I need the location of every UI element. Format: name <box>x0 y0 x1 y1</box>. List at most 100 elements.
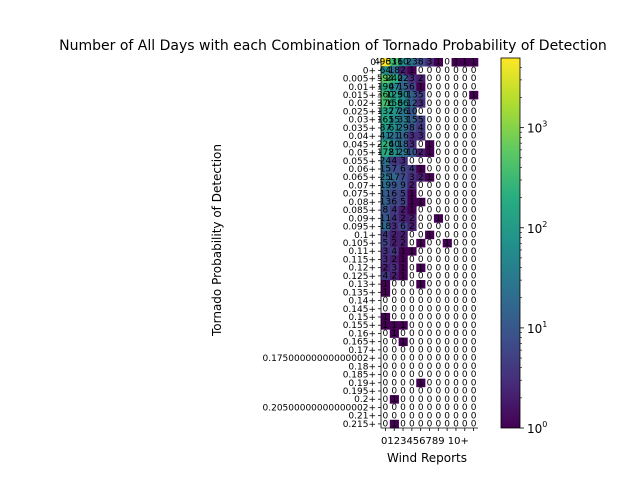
cell-value-label: 6 <box>409 82 415 92</box>
cell-value-label: 0 <box>391 403 397 413</box>
cell-value-label: 0 <box>471 346 477 356</box>
cell-value-label: 0 <box>427 239 433 249</box>
cell-value-label: 190 <box>377 82 394 92</box>
heatmap-cell <box>398 140 408 149</box>
cell-value-label: 0 <box>453 321 459 331</box>
chart-title: Number of All Days with each Combination… <box>59 38 607 54</box>
cell-value-label: 1 <box>409 66 415 76</box>
cell-value-label: 1 <box>462 58 468 68</box>
cell-value-label: 161 <box>377 115 394 125</box>
cell-value-label: 0 <box>418 337 424 347</box>
cell-value-label: 0 <box>453 354 459 364</box>
y-tick-label: 0.125+ <box>343 272 376 282</box>
cell-value-label: 0 <box>471 329 477 339</box>
cell-value-label: 5 <box>418 91 424 101</box>
cell-value-label: 1 <box>427 140 433 150</box>
cell-value-label: 0 <box>462 337 468 347</box>
heatmap-cell <box>389 115 399 125</box>
cell-value-label: 0 <box>409 296 415 306</box>
cell-value-label: 0 <box>453 263 459 273</box>
cell-value-label: 0 <box>435 272 441 282</box>
cell-value-label: 0 <box>444 329 450 339</box>
heatmap-cell <box>389 181 399 190</box>
y-tick-label: 0.05+ <box>348 149 376 159</box>
cell-value-label: 0 <box>383 354 389 364</box>
cell-value-label: 0 <box>418 395 424 405</box>
cell-value-label: 0 <box>462 124 468 134</box>
cell-value-label: 1 <box>435 214 441 224</box>
cell-value-label: 0 <box>418 329 424 339</box>
cell-value-label: 0 <box>427 411 433 421</box>
cell-value-label: 2 <box>400 239 406 249</box>
cell-value-label: 0 <box>462 346 468 356</box>
cell-value-label: 0 <box>383 296 389 306</box>
cell-value-label: 0 <box>444 313 450 323</box>
heatmap-cell <box>416 148 426 157</box>
y-tick-label: 0.21+ <box>348 412 376 422</box>
cell-value-label: 0 <box>400 296 406 306</box>
heatmap-cell <box>425 230 435 240</box>
cell-value-label: 18 <box>397 140 409 150</box>
heatmap-cell <box>389 99 399 108</box>
heatmap-cell <box>398 255 408 264</box>
heatmap-cell <box>389 107 399 116</box>
cell-value-label: 0 <box>418 403 424 413</box>
cell-value-label: 0 <box>453 115 459 125</box>
cell-value-label: 0 <box>435 395 441 405</box>
heatmap-cell <box>398 66 408 75</box>
heatmap-cell <box>407 90 417 100</box>
cell-value-label: 0 <box>400 354 406 364</box>
heatmap-cell <box>389 140 399 149</box>
cell-value-label: 0 <box>418 304 424 314</box>
cell-value-label: 33 <box>397 115 408 125</box>
heatmap-cell <box>407 189 417 199</box>
cell-value-label: 0 <box>427 395 433 405</box>
cell-value-label: 0 <box>471 156 477 166</box>
cell-value-label: 0 <box>435 189 441 199</box>
cell-value-label: 0 <box>400 378 406 388</box>
heatmap-cell <box>381 197 391 207</box>
heatmap-cell <box>398 99 408 108</box>
cell-value-label: 1 <box>400 337 406 347</box>
cell-value-label: 3 <box>391 263 397 273</box>
cell-value-label: 0 <box>418 156 424 166</box>
cell-value-label: 0 <box>471 222 477 232</box>
cell-value-label: 0 <box>427 321 433 331</box>
cell-value-label: 0 <box>453 181 459 191</box>
cell-value-label: 0 <box>435 329 441 339</box>
cell-value-label: 0 <box>471 395 477 405</box>
y-tick-label: 0.04+ <box>348 132 376 142</box>
cell-value-label: 8 <box>418 58 424 68</box>
y-tick-label: 0.02+ <box>348 99 376 109</box>
cell-value-label: 0 <box>453 411 459 421</box>
cell-value-label: 0 <box>435 206 441 216</box>
cell-value-label: 0 <box>400 403 406 413</box>
heatmap-cell <box>416 58 426 67</box>
cell-value-label: 0 <box>462 165 468 175</box>
heatmap-cell <box>389 222 399 231</box>
cell-value-label: 240 <box>386 74 403 84</box>
cell-value-label: 0 <box>427 181 433 191</box>
cell-value-label: 0 <box>418 370 424 380</box>
y-tick-label: 0.145+ <box>343 305 376 315</box>
y-tick-label: 0.185+ <box>343 371 376 381</box>
cell-value-label: 0 <box>391 378 397 388</box>
cell-value-label: 0 <box>471 115 477 125</box>
cell-value-label: 0 <box>400 370 406 380</box>
cell-value-label: 0 <box>444 362 450 372</box>
cell-value-label: 0 <box>462 140 468 150</box>
cell-value-label: 0 <box>444 387 450 397</box>
cell-value-label: 0 <box>409 304 415 314</box>
heatmap-cell <box>416 263 426 273</box>
cell-value-label: 0 <box>462 189 468 199</box>
cell-value-label: 1 <box>418 263 424 273</box>
cell-value-label: 0 <box>444 132 450 142</box>
cell-value-label: 0 <box>462 255 468 265</box>
heatmap-cell <box>389 321 399 330</box>
cell-value-label: 15 <box>380 165 391 175</box>
cell-value-label: 1 <box>418 378 424 388</box>
heatmap-cell <box>381 58 391 67</box>
cell-value-label: 0 <box>462 395 468 405</box>
cell-value-label: 3 <box>427 58 433 68</box>
cell-value-label: 0 <box>444 296 450 306</box>
